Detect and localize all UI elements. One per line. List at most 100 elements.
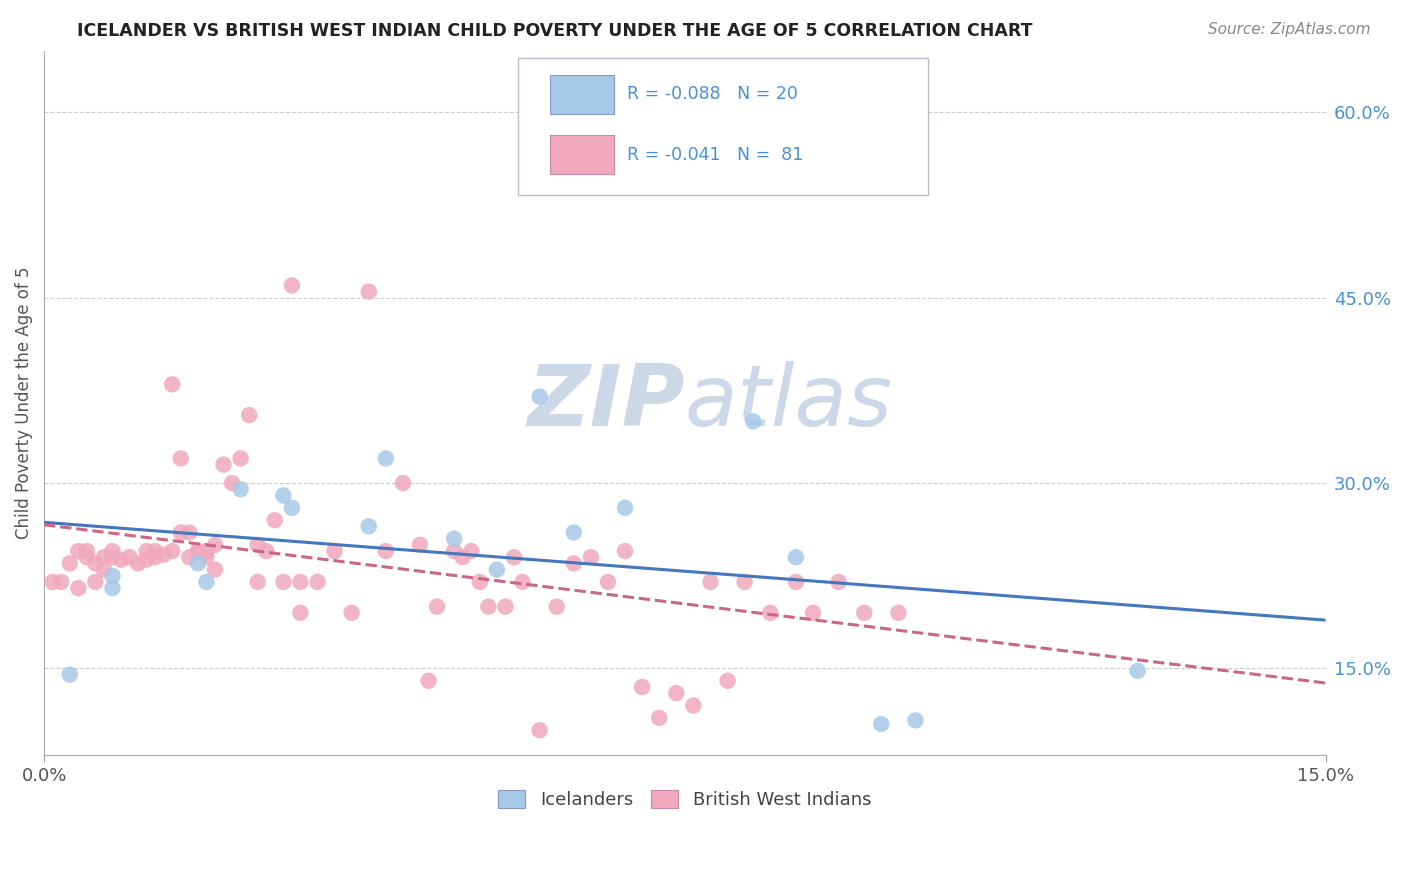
- Point: [512, 574, 534, 589]
- Point: [494, 599, 516, 614]
- Point: [143, 550, 166, 565]
- Point: [529, 723, 551, 738]
- Text: ZIP: ZIP: [527, 361, 685, 444]
- Point: [443, 544, 465, 558]
- Point: [143, 544, 166, 558]
- Point: [426, 599, 449, 614]
- Point: [357, 285, 380, 299]
- Point: [614, 544, 637, 558]
- Point: [254, 544, 277, 558]
- Text: Source: ZipAtlas.com: Source: ZipAtlas.com: [1208, 22, 1371, 37]
- Point: [631, 680, 654, 694]
- Point: [204, 538, 226, 552]
- Point: [195, 574, 218, 589]
- Point: [443, 532, 465, 546]
- Point: [221, 476, 243, 491]
- Point: [485, 563, 508, 577]
- Point: [246, 538, 269, 552]
- Point: [238, 408, 260, 422]
- Point: [374, 451, 396, 466]
- Point: [503, 550, 526, 565]
- Point: [699, 574, 721, 589]
- Point: [785, 574, 807, 589]
- Point: [101, 544, 124, 558]
- Point: [614, 500, 637, 515]
- Point: [418, 673, 440, 688]
- Point: [229, 451, 252, 466]
- Point: [101, 581, 124, 595]
- Point: [477, 599, 499, 614]
- Point: [76, 544, 98, 558]
- Point: [118, 550, 141, 565]
- Text: ICELANDER VS BRITISH WEST INDIAN CHILD POVERTY UNDER THE AGE OF 5 CORRELATION CH: ICELANDER VS BRITISH WEST INDIAN CHILD P…: [77, 22, 1033, 40]
- FancyBboxPatch shape: [519, 58, 928, 195]
- Point: [529, 390, 551, 404]
- Point: [84, 574, 107, 589]
- FancyBboxPatch shape: [550, 75, 614, 114]
- Text: R = -0.041   N =  81: R = -0.041 N = 81: [627, 146, 803, 164]
- Point: [579, 550, 602, 565]
- Point: [67, 544, 90, 558]
- Point: [323, 544, 346, 558]
- Point: [853, 606, 876, 620]
- Point: [665, 686, 688, 700]
- Point: [59, 667, 82, 681]
- Point: [281, 278, 304, 293]
- Point: [273, 488, 295, 502]
- Point: [135, 552, 157, 566]
- Point: [84, 557, 107, 571]
- Point: [59, 557, 82, 571]
- Point: [93, 550, 115, 565]
- Y-axis label: Child Poverty Under the Age of 5: Child Poverty Under the Age of 5: [15, 267, 32, 539]
- Point: [785, 550, 807, 565]
- Point: [734, 574, 756, 589]
- Point: [460, 544, 482, 558]
- Point: [170, 451, 193, 466]
- Point: [263, 513, 285, 527]
- Point: [135, 544, 157, 558]
- Point: [340, 606, 363, 620]
- Point: [212, 458, 235, 472]
- Point: [170, 525, 193, 540]
- Point: [546, 599, 568, 614]
- Point: [195, 544, 218, 558]
- Point: [357, 519, 380, 533]
- Text: R = -0.088   N = 20: R = -0.088 N = 20: [627, 86, 799, 103]
- Point: [392, 476, 415, 491]
- Point: [281, 500, 304, 515]
- Point: [162, 544, 184, 558]
- FancyBboxPatch shape: [550, 136, 614, 174]
- Point: [229, 483, 252, 497]
- Point: [76, 550, 98, 565]
- Point: [1126, 664, 1149, 678]
- Point: [187, 544, 209, 558]
- Point: [801, 606, 824, 620]
- Point: [904, 714, 927, 728]
- Point: [307, 574, 329, 589]
- Point: [273, 574, 295, 589]
- Point: [179, 525, 201, 540]
- Point: [101, 550, 124, 565]
- Point: [195, 550, 218, 565]
- Point: [290, 574, 312, 589]
- Point: [187, 544, 209, 558]
- Point: [451, 550, 474, 565]
- Point: [51, 574, 73, 589]
- Point: [41, 574, 63, 589]
- Point: [246, 574, 269, 589]
- Point: [409, 538, 432, 552]
- Point: [93, 563, 115, 577]
- Point: [110, 552, 132, 566]
- Point: [759, 606, 782, 620]
- Point: [162, 377, 184, 392]
- Point: [179, 550, 201, 565]
- Point: [562, 557, 585, 571]
- Point: [827, 574, 849, 589]
- Point: [870, 717, 893, 731]
- Point: [596, 574, 619, 589]
- Point: [648, 711, 671, 725]
- Point: [716, 673, 738, 688]
- Point: [101, 568, 124, 582]
- Point: [204, 563, 226, 577]
- Point: [187, 557, 209, 571]
